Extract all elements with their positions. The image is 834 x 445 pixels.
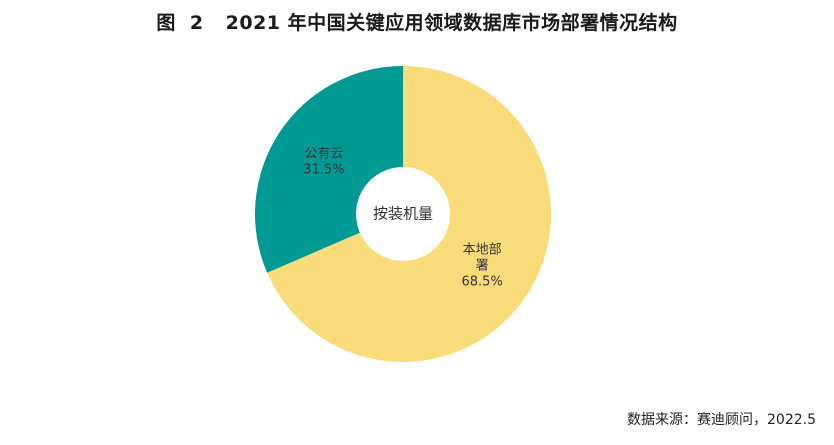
figure-number: 2 xyxy=(189,12,204,34)
chart-title: 图 2 2021 年中国关键应用领域数据库市场部署情况结构 xyxy=(0,8,834,35)
slice-category-label: 本地部 xyxy=(463,243,502,258)
slice-category-label: 公有云 xyxy=(304,146,343,161)
donut-hole xyxy=(356,167,450,261)
data-source: 数据来源：赛迪顾问，2022.5 xyxy=(627,412,816,428)
slice-category-label: 署 xyxy=(476,259,489,274)
figure-title: 2021 年中国关键应用领域数据库市场部署情况结构 xyxy=(225,12,678,34)
figure-label: 图 xyxy=(156,12,176,34)
slice-value-label: 68.5% xyxy=(462,275,503,290)
slice-value-label: 31.5% xyxy=(303,162,344,177)
center-label: 按装机量 xyxy=(373,205,433,223)
